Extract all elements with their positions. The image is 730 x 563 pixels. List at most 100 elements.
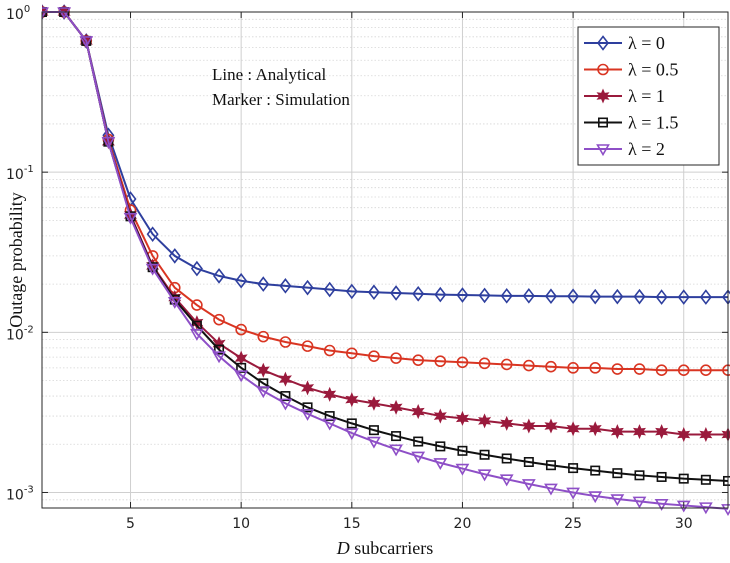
data-point bbox=[699, 289, 712, 305]
data-point bbox=[590, 465, 601, 476]
data-point bbox=[191, 299, 203, 311]
data-point bbox=[79, 36, 94, 48]
data-point bbox=[301, 279, 314, 296]
y-tick-label-exponent: -2 bbox=[24, 324, 34, 335]
data-point bbox=[611, 363, 624, 375]
legend-label: λ = 1 bbox=[628, 86, 665, 106]
data-point bbox=[677, 364, 690, 377]
data-point bbox=[123, 212, 138, 225]
y-tick-label-base: 10 bbox=[6, 7, 24, 23]
data-point bbox=[567, 288, 580, 305]
data-point bbox=[521, 479, 536, 492]
series-line bbox=[42, 11, 728, 299]
data-point bbox=[234, 350, 248, 366]
data-point bbox=[654, 498, 669, 511]
y-axis-label: Outage probability bbox=[6, 192, 26, 327]
data-point bbox=[478, 357, 491, 370]
y-tick-label: 100 bbox=[6, 4, 30, 23]
data-point bbox=[300, 408, 315, 421]
legend-marker bbox=[596, 88, 610, 104]
data-point bbox=[545, 360, 557, 373]
data-point bbox=[146, 226, 159, 242]
data-point bbox=[256, 362, 270, 378]
data-point bbox=[456, 356, 469, 369]
data-point bbox=[523, 456, 534, 467]
data-point bbox=[677, 289, 690, 305]
legend-marker bbox=[596, 35, 610, 51]
x-axis-label-text: subcarriers bbox=[350, 538, 433, 558]
x-tick-label: 5 bbox=[126, 516, 135, 532]
data-point bbox=[345, 392, 359, 408]
data-point bbox=[301, 340, 314, 352]
data-point bbox=[278, 398, 293, 411]
legend: λ = 0 λ = 0.5 λ = 1 λ = 1.5 λ = 2 bbox=[577, 26, 720, 166]
data-point bbox=[655, 364, 668, 377]
data-point bbox=[478, 287, 491, 304]
data-point bbox=[500, 288, 513, 304]
data-point bbox=[236, 362, 247, 373]
data-point bbox=[477, 469, 492, 482]
data-point bbox=[257, 330, 270, 343]
data-point bbox=[588, 491, 603, 504]
data-point bbox=[455, 410, 469, 426]
data-point bbox=[323, 386, 337, 402]
data-point bbox=[279, 278, 292, 294]
data-point bbox=[390, 352, 402, 364]
data-point bbox=[522, 288, 535, 304]
series-4 bbox=[42, 7, 730, 516]
data-point bbox=[323, 281, 336, 298]
data-point bbox=[344, 428, 359, 441]
data-point bbox=[389, 399, 403, 415]
legend-marker bbox=[597, 117, 608, 128]
data-point bbox=[632, 424, 646, 440]
data-point bbox=[656, 471, 667, 482]
data-point bbox=[389, 444, 403, 457]
annotation-simulation: Marker : Simulation bbox=[212, 90, 350, 109]
data-point bbox=[588, 421, 602, 437]
data-point bbox=[190, 328, 204, 341]
legend-item: λ = 1 bbox=[584, 86, 665, 106]
series-line bbox=[42, 11, 728, 372]
data-point bbox=[368, 425, 379, 436]
data-point bbox=[168, 248, 181, 264]
data-point bbox=[302, 402, 313, 413]
y-tick-label: 10-1 bbox=[6, 164, 34, 183]
data-point bbox=[279, 336, 292, 348]
x-axis-label-variable: D bbox=[336, 538, 350, 558]
legend-label: λ = 0.5 bbox=[628, 60, 678, 80]
legend-item: λ = 0 bbox=[584, 33, 665, 53]
data-point bbox=[413, 436, 424, 447]
data-point bbox=[633, 288, 646, 305]
data-point bbox=[322, 418, 337, 431]
data-point bbox=[234, 370, 249, 383]
data-point bbox=[655, 289, 668, 305]
data-point bbox=[411, 404, 425, 420]
data-point bbox=[301, 380, 315, 396]
data-point bbox=[257, 276, 270, 292]
x-tick-label: 20 bbox=[454, 516, 472, 532]
data-point bbox=[367, 284, 380, 301]
data-point bbox=[499, 474, 514, 487]
data-point bbox=[435, 441, 446, 452]
legend-label: λ = 1.5 bbox=[628, 113, 678, 133]
annotation-analytical: Line : Analytical bbox=[212, 65, 327, 84]
data-point bbox=[611, 288, 624, 305]
data-point bbox=[390, 285, 403, 301]
data-point bbox=[145, 263, 160, 276]
data-point bbox=[455, 463, 470, 476]
data-point bbox=[235, 323, 247, 336]
data-point bbox=[346, 418, 357, 429]
data-point bbox=[434, 355, 447, 368]
data-point bbox=[523, 359, 535, 372]
data-point bbox=[612, 468, 623, 479]
data-point bbox=[633, 363, 646, 375]
data-point bbox=[500, 358, 513, 371]
plot-frame bbox=[41, 11, 729, 509]
data-point bbox=[456, 287, 469, 303]
y-tick-label-exponent: -3 bbox=[24, 484, 34, 495]
data-point bbox=[677, 427, 691, 443]
y-tick-label-base: 10 bbox=[6, 327, 24, 343]
data-point bbox=[544, 418, 558, 434]
data-point bbox=[544, 288, 557, 305]
data-point bbox=[522, 418, 536, 434]
